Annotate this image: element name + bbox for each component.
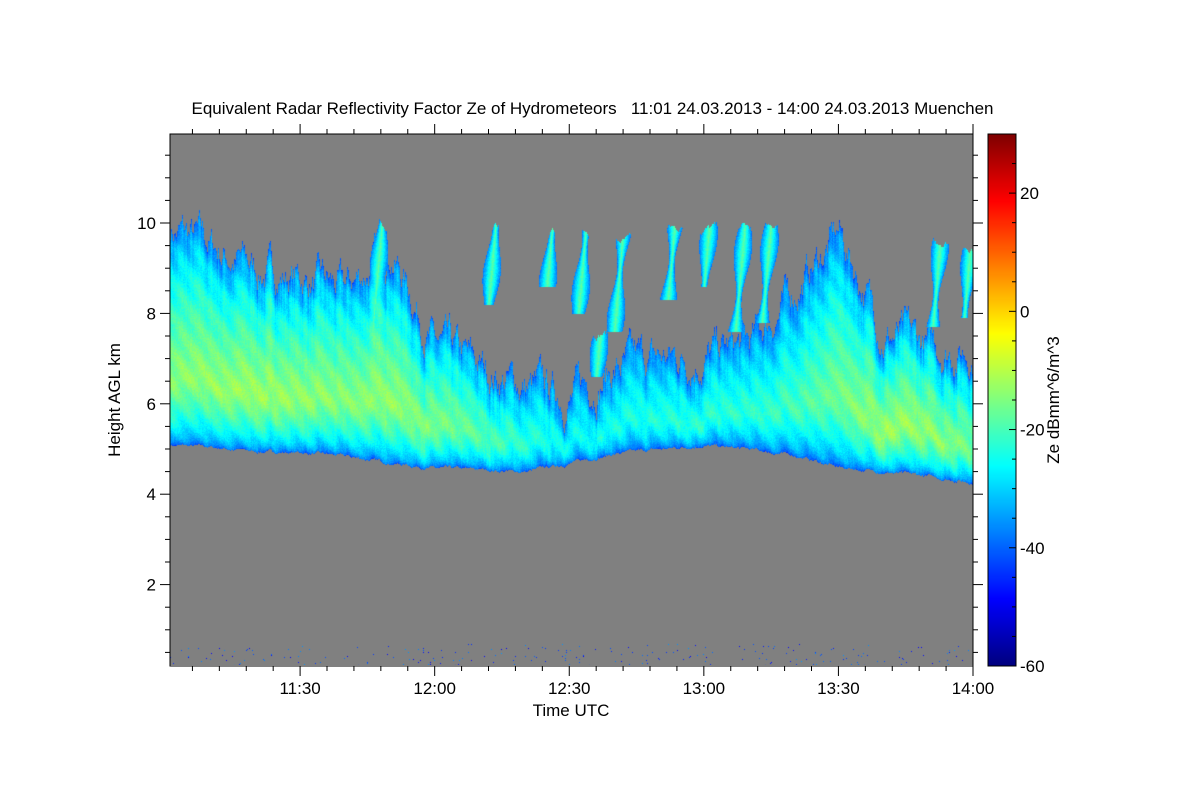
colorbar-label: Ze dBmm^6/m^3 bbox=[1044, 336, 1063, 463]
y-axis: 2 4 6 8 10 bbox=[137, 154, 983, 653]
x-tick-label: 11:30 bbox=[279, 679, 320, 698]
y-tick-label: 6 bbox=[147, 395, 156, 414]
x-tick-label: 12:30 bbox=[548, 679, 591, 698]
x-axis: 11:30 12:00 12:30 13:00 13:30 14:00 bbox=[191, 124, 995, 698]
x-tick-label: 14:00 bbox=[952, 679, 995, 698]
colorbar-tick-label: -40 bbox=[1020, 539, 1045, 558]
y-tick-label: 10 bbox=[137, 214, 156, 233]
x-axis-label: Time UTC bbox=[533, 701, 610, 720]
colorbar-tick-label: -60 bbox=[1020, 657, 1045, 676]
colorbar-tick-label: 20 bbox=[1020, 184, 1039, 203]
colorbar bbox=[988, 134, 1016, 666]
y-tick-label: 8 bbox=[147, 304, 156, 323]
y-tick-label: 4 bbox=[147, 485, 156, 504]
x-tick-label: 13:30 bbox=[817, 679, 860, 698]
heatmap-area bbox=[170, 134, 973, 666]
chart-title: Equivalent Radar Reflectivity Factor Ze … bbox=[191, 99, 994, 118]
x-tick-label: 13:00 bbox=[683, 679, 726, 698]
plot-frame bbox=[169, 133, 974, 667]
y-axis-label: Height AGL km bbox=[105, 343, 124, 457]
colorbar-axis: -60 -40 -20 0 20 bbox=[1009, 133, 1045, 676]
x-tick-label: 12:00 bbox=[413, 679, 456, 698]
colorbar-tick-label: -20 bbox=[1020, 421, 1045, 440]
reflectivity-heatmap bbox=[170, 134, 973, 666]
colorbar-tick-label: 0 bbox=[1020, 302, 1029, 321]
y-tick-label: 2 bbox=[147, 576, 156, 595]
colorbar-gradient bbox=[988, 134, 1016, 666]
